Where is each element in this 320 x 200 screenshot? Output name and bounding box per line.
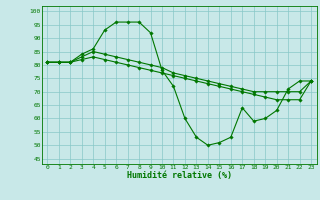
X-axis label: Humidité relative (%): Humidité relative (%) <box>127 171 232 180</box>
